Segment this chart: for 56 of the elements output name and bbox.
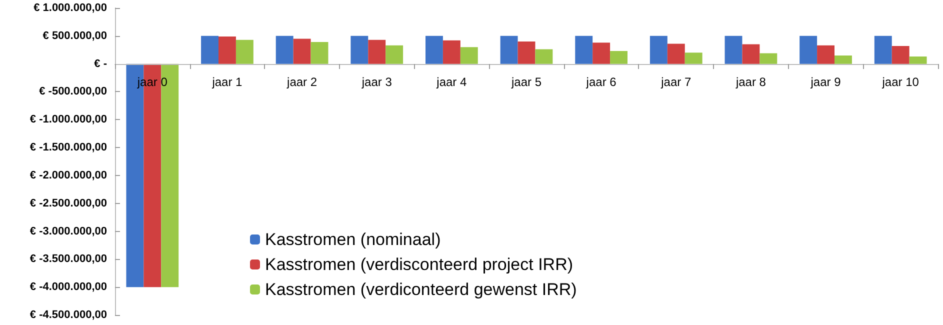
bar bbox=[425, 36, 443, 64]
bar bbox=[874, 36, 892, 64]
bar bbox=[386, 45, 404, 64]
y-tick-label: € -4.000.000,00 bbox=[30, 281, 107, 294]
x-tick-label: jaar 7 bbox=[660, 75, 692, 89]
y-tick-label: € -2.500.000,00 bbox=[30, 197, 107, 210]
bar bbox=[442, 40, 460, 64]
bar bbox=[909, 56, 927, 64]
bar bbox=[236, 40, 254, 64]
y-tick-label: € - bbox=[94, 58, 108, 70]
bar bbox=[201, 36, 218, 64]
bar bbox=[800, 36, 818, 64]
bar bbox=[892, 46, 910, 64]
bar bbox=[667, 44, 685, 64]
legend-label: Kasstromen (verdiconteerd gewenst IRR) bbox=[265, 280, 577, 299]
x-tick-label: jaar 9 bbox=[810, 75, 842, 89]
y-tick-label: € -1.000.000,00 bbox=[30, 114, 107, 126]
bar bbox=[817, 45, 834, 64]
x-tick-label: jaar 3 bbox=[360, 75, 392, 89]
y-tick-label: € -2.000.000,00 bbox=[30, 169, 107, 182]
bar bbox=[684, 52, 702, 64]
bar bbox=[724, 36, 742, 64]
bar bbox=[161, 64, 179, 288]
bar bbox=[760, 53, 778, 64]
x-tick-label: jaar 2 bbox=[286, 75, 318, 89]
bar bbox=[535, 49, 553, 64]
x-tick-label: jaar 4 bbox=[436, 75, 468, 89]
bar bbox=[350, 36, 368, 64]
y-tick-label: € -4.500.000,00 bbox=[30, 309, 107, 321]
bar bbox=[610, 50, 628, 64]
bar bbox=[218, 36, 236, 64]
bar bbox=[310, 42, 328, 64]
bar bbox=[592, 42, 610, 64]
bar bbox=[650, 36, 668, 64]
bar bbox=[575, 36, 593, 64]
x-tick-label: jaar 8 bbox=[734, 75, 766, 89]
bar bbox=[500, 36, 518, 64]
x-tick-label: jaar 10 bbox=[881, 75, 920, 89]
y-tick-label: € 1.000.000,00 bbox=[34, 2, 107, 14]
legend-label: Kasstromen (nominaal) bbox=[265, 230, 441, 249]
legend-label: Kasstromen (verdisconteerd project IRR) bbox=[265, 255, 574, 274]
y-tick-label: € -3.000.000,00 bbox=[30, 225, 107, 238]
x-tick-label: jaar 1 bbox=[211, 75, 243, 89]
bar bbox=[518, 41, 536, 64]
x-tick-label: jaar 5 bbox=[510, 75, 542, 89]
y-tick-label: € -3.500.000,00 bbox=[30, 253, 107, 266]
y-tick-label: € 500.000,00 bbox=[42, 30, 107, 42]
x-tick-label: jaar 6 bbox=[585, 75, 617, 89]
bar bbox=[276, 36, 294, 64]
y-tick-label: € -500.000,00 bbox=[39, 86, 107, 98]
bar bbox=[293, 38, 311, 64]
bar bbox=[368, 40, 386, 64]
bar bbox=[460, 47, 478, 64]
bar bbox=[834, 55, 852, 64]
bar bbox=[742, 44, 760, 64]
y-tick-label: € -1.500.000,00 bbox=[30, 142, 107, 154]
